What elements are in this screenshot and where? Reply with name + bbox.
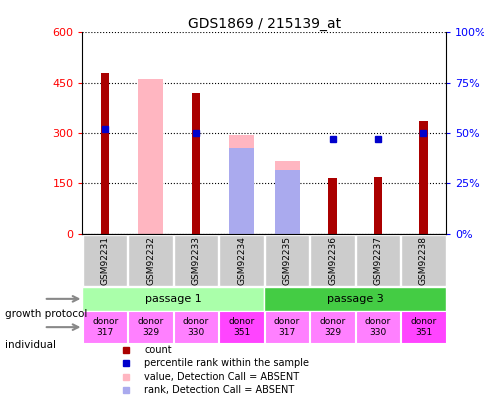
Text: value, Detection Call = ABSENT: value, Detection Call = ABSENT <box>144 372 299 382</box>
Bar <box>192 93 200 234</box>
Text: GSM92234: GSM92234 <box>237 236 245 285</box>
Text: GSM92237: GSM92237 <box>373 236 382 285</box>
Text: individual: individual <box>5 340 56 350</box>
FancyBboxPatch shape <box>219 311 263 343</box>
FancyBboxPatch shape <box>264 287 445 311</box>
Text: percentile rank within the sample: percentile rank within the sample <box>144 358 309 368</box>
Text: donor
351: donor 351 <box>228 318 254 337</box>
FancyBboxPatch shape <box>310 234 354 286</box>
FancyBboxPatch shape <box>82 287 264 311</box>
FancyBboxPatch shape <box>128 311 173 343</box>
Bar <box>274 162 299 234</box>
Text: donor
351: donor 351 <box>409 318 436 337</box>
Text: donor
330: donor 330 <box>364 318 390 337</box>
Text: GSM92233: GSM92233 <box>191 236 200 285</box>
FancyBboxPatch shape <box>264 234 309 286</box>
Text: donor
317: donor 317 <box>273 318 300 337</box>
Text: passage 1: passage 1 <box>145 294 201 304</box>
Text: donor
330: donor 330 <box>182 318 209 337</box>
Bar <box>274 170 299 234</box>
FancyBboxPatch shape <box>400 234 445 286</box>
FancyBboxPatch shape <box>355 311 399 343</box>
Bar <box>328 178 336 234</box>
Bar <box>101 72 109 234</box>
FancyBboxPatch shape <box>355 234 399 286</box>
Text: count: count <box>144 345 171 355</box>
Bar <box>419 121 427 234</box>
Bar <box>138 79 163 234</box>
Text: rank, Detection Call = ABSENT: rank, Detection Call = ABSENT <box>144 385 294 395</box>
FancyBboxPatch shape <box>173 311 218 343</box>
FancyBboxPatch shape <box>173 234 218 286</box>
Text: GSM92232: GSM92232 <box>146 236 155 285</box>
FancyBboxPatch shape <box>128 234 173 286</box>
FancyBboxPatch shape <box>400 311 445 343</box>
FancyBboxPatch shape <box>219 234 263 286</box>
Text: donor
317: donor 317 <box>92 318 118 337</box>
Title: GDS1869 / 215139_at: GDS1869 / 215139_at <box>187 17 340 31</box>
Text: GSM92231: GSM92231 <box>101 236 109 285</box>
Text: passage 3: passage 3 <box>326 294 383 304</box>
Bar <box>228 134 254 234</box>
Text: GSM92236: GSM92236 <box>327 236 336 285</box>
Bar <box>228 148 254 234</box>
Text: growth protocol: growth protocol <box>5 309 87 319</box>
Text: donor
329: donor 329 <box>319 318 345 337</box>
Text: GSM92238: GSM92238 <box>418 236 427 285</box>
FancyBboxPatch shape <box>83 234 127 286</box>
Text: GSM92235: GSM92235 <box>282 236 291 285</box>
FancyBboxPatch shape <box>264 311 309 343</box>
Text: donor
329: donor 329 <box>137 318 164 337</box>
FancyBboxPatch shape <box>310 311 354 343</box>
Bar <box>373 177 381 234</box>
FancyBboxPatch shape <box>83 311 127 343</box>
